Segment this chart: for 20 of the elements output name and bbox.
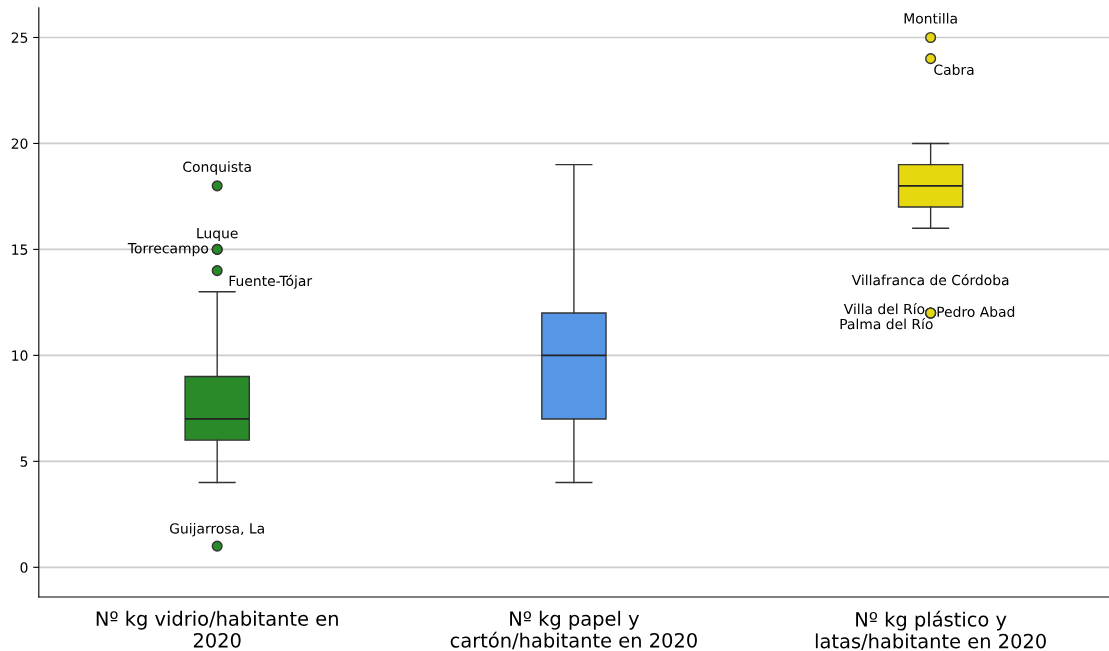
annotation: Torrecampo — [127, 243, 209, 257]
annotation: Conquista — [183, 161, 251, 175]
x-tick-label: Nº kg papel y cartón/habitante en 2020 — [450, 610, 697, 650]
y-tick-label: 5 — [20, 456, 28, 467]
y-tick-label: 15 — [12, 244, 28, 255]
annotation: Pedro Abad — [937, 306, 1015, 318]
annotation: Montilla — [904, 12, 957, 24]
annotation: Guijarrosa, La — [169, 522, 264, 537]
x-tick-label: Nº kg vidrio/habitante en 2020 — [96, 610, 338, 648]
annotation: Luque — [197, 228, 238, 242]
annotation: Villa del Río — [843, 302, 925, 315]
annotation: Fuente-Tójar — [229, 274, 313, 289]
annotation: Palma del Río — [840, 317, 933, 330]
y-tick-label: 20 — [11, 138, 28, 149]
y-tick-label: 0 — [20, 562, 28, 573]
y-tick-label: 10 — [12, 350, 28, 361]
x-tick-label: Nº kg plástico y latas/habitante en 2020 — [815, 610, 1046, 650]
annotation: Villafranca de Córdoba — [851, 273, 1009, 286]
annotation: Cabra — [934, 64, 974, 75]
y-tick-label: 25 — [11, 32, 28, 43]
